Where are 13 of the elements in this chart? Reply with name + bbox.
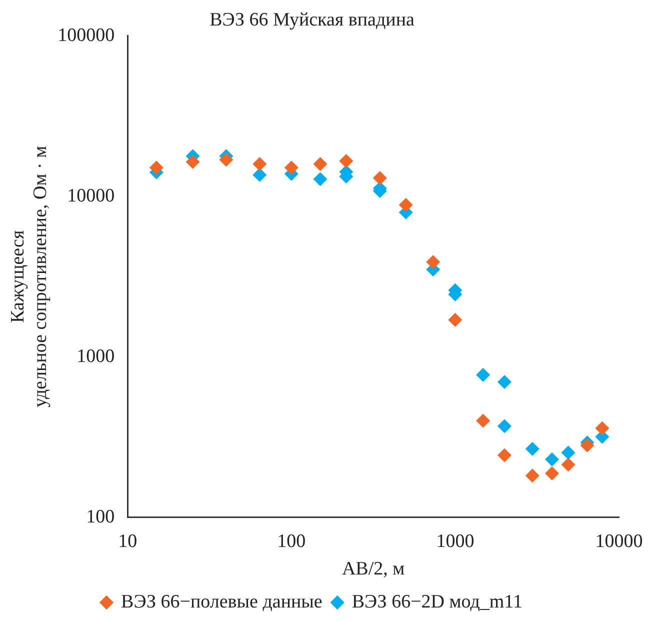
legend-label: ВЭЗ 66−2D мод_m11 xyxy=(352,591,522,612)
y-tick-label: 100000 xyxy=(58,24,115,46)
x-axis-title: AB/2, м xyxy=(342,558,405,580)
legend-label: ВЭЗ 66−полевые данные xyxy=(121,591,322,612)
x-tick-label: 10000 xyxy=(595,530,643,552)
x-tick-label: 100 xyxy=(277,530,306,552)
x-tick-label: 10 xyxy=(118,530,138,552)
x-tick-label: 1000 xyxy=(436,530,474,552)
y-tick-label: 10000 xyxy=(67,185,115,206)
chart-title: ВЭЗ 66 Муйская впадина xyxy=(210,9,415,30)
y-tick-label: 100 xyxy=(86,506,115,528)
y-axis-title: Кажущееся удельное сопротивление, Ом · м xyxy=(7,146,52,408)
y-tick-label: 1000 xyxy=(76,346,115,367)
